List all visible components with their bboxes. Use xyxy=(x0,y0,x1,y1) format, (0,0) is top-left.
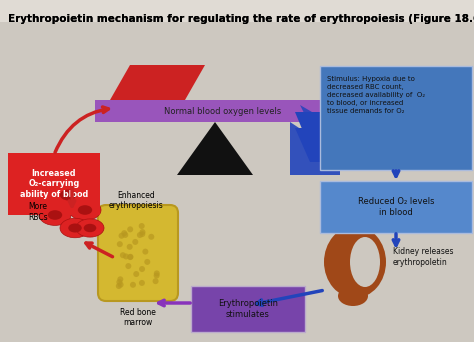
Circle shape xyxy=(137,232,143,238)
Ellipse shape xyxy=(69,200,101,220)
Polygon shape xyxy=(295,128,365,162)
Circle shape xyxy=(120,252,126,258)
Ellipse shape xyxy=(68,224,82,233)
Circle shape xyxy=(117,279,122,285)
FancyBboxPatch shape xyxy=(8,153,100,215)
Text: Increased
O₂-carrying
ability of blood: Increased O₂-carrying ability of blood xyxy=(20,169,88,199)
Ellipse shape xyxy=(78,205,92,215)
Circle shape xyxy=(130,282,136,288)
Polygon shape xyxy=(177,122,253,175)
Circle shape xyxy=(139,231,146,237)
Text: Erythropoietin mechanism for regulating the rate of erythropoiesis (Figure 18.6): Erythropoietin mechanism for regulating … xyxy=(8,14,474,24)
Circle shape xyxy=(127,226,133,232)
FancyBboxPatch shape xyxy=(320,66,472,170)
Circle shape xyxy=(139,280,145,286)
Circle shape xyxy=(118,276,123,282)
Text: Normal blood oxygen levels: Normal blood oxygen levels xyxy=(164,106,281,116)
Ellipse shape xyxy=(338,286,368,306)
Ellipse shape xyxy=(350,237,380,287)
Circle shape xyxy=(133,271,139,277)
Circle shape xyxy=(154,273,160,278)
Polygon shape xyxy=(295,112,370,148)
Circle shape xyxy=(128,254,134,260)
Circle shape xyxy=(127,254,133,260)
Circle shape xyxy=(139,266,145,272)
Circle shape xyxy=(154,271,160,276)
Circle shape xyxy=(132,239,138,245)
Circle shape xyxy=(123,253,129,260)
Circle shape xyxy=(139,229,146,235)
Circle shape xyxy=(116,283,122,289)
Ellipse shape xyxy=(48,210,62,220)
Circle shape xyxy=(122,232,128,238)
Ellipse shape xyxy=(76,219,104,237)
Ellipse shape xyxy=(60,218,90,238)
Circle shape xyxy=(125,263,131,269)
Circle shape xyxy=(148,234,155,240)
Circle shape xyxy=(117,241,123,247)
Ellipse shape xyxy=(84,224,96,232)
Text: Erythropoietin mechanism for regulating the rate of erythropoiesis (Figure 18.6): Erythropoietin mechanism for regulating … xyxy=(8,14,474,24)
Ellipse shape xyxy=(39,205,71,225)
Ellipse shape xyxy=(50,183,86,207)
Ellipse shape xyxy=(324,226,386,298)
Circle shape xyxy=(127,244,133,250)
Text: Enhanced
erythropoiesis: Enhanced erythropoiesis xyxy=(109,190,164,210)
Circle shape xyxy=(118,233,125,239)
Text: Reduced O₂ levels
in blood: Reduced O₂ levels in blood xyxy=(358,197,434,217)
Polygon shape xyxy=(300,105,360,160)
Circle shape xyxy=(121,230,127,236)
FancyBboxPatch shape xyxy=(320,181,472,233)
Circle shape xyxy=(144,259,150,265)
Polygon shape xyxy=(110,65,205,100)
FancyBboxPatch shape xyxy=(98,205,178,301)
Text: More
RBCs: More RBCs xyxy=(28,202,47,222)
Circle shape xyxy=(118,282,124,288)
Text: Stimulus: Hypoxia due to
decreased RBC count,
decreased availability of  O₂
to b: Stimulus: Hypoxia due to decreased RBC c… xyxy=(327,76,425,114)
FancyBboxPatch shape xyxy=(0,0,474,22)
Circle shape xyxy=(139,223,145,229)
FancyBboxPatch shape xyxy=(191,286,305,332)
Circle shape xyxy=(142,249,148,254)
Text: Erythropoietin
stimulates: Erythropoietin stimulates xyxy=(218,299,278,319)
FancyBboxPatch shape xyxy=(95,100,350,122)
Circle shape xyxy=(153,278,159,284)
Text: Kidney releases
erythropoletin: Kidney releases erythropoletin xyxy=(393,247,454,267)
Polygon shape xyxy=(290,122,340,175)
Text: Red bone
marrow: Red bone marrow xyxy=(120,308,156,327)
Ellipse shape xyxy=(60,189,76,200)
